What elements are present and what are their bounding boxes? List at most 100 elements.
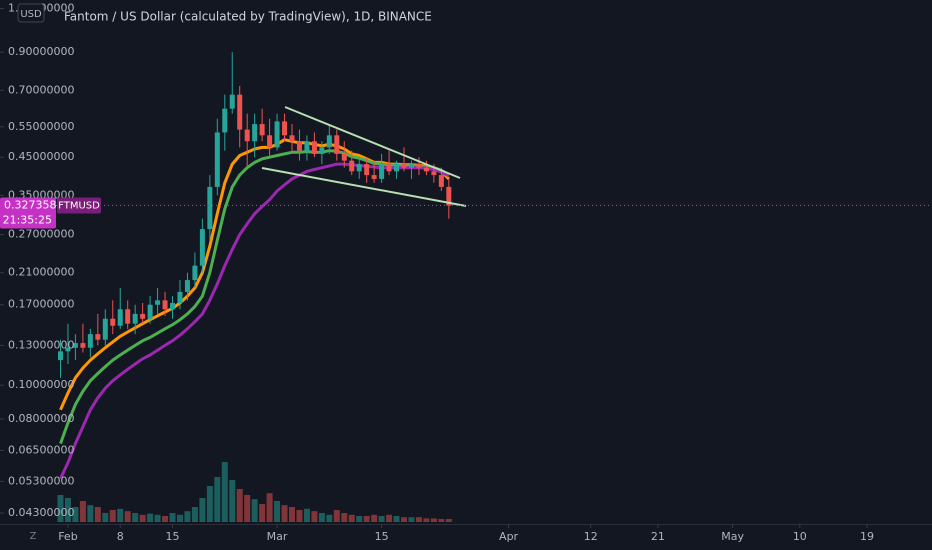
y-tick-label: 0.55000000 [8,120,74,133]
volume-bar [154,514,161,522]
candle-body [207,186,213,230]
candle-body [162,300,168,310]
y-tick-label: 0.04300000 [8,506,74,519]
y-tick-label: 0.17000000 [8,298,74,311]
candle-body [222,108,228,133]
currency-label: USD [20,9,42,20]
last-price-label: 0.32735875 [4,198,70,211]
candle-body [125,309,131,324]
x-tick-label: Feb [58,530,77,543]
volume-bar [251,499,258,522]
candle-body [95,334,101,340]
volume-bar [378,516,385,522]
candle-body [237,94,243,130]
candle-body [326,135,332,148]
candle-body [192,265,198,281]
volume-bar [266,493,273,522]
volume-bar [169,513,176,522]
candle-body [446,186,452,206]
countdown-label: 21:35:25 [3,213,52,226]
candle-body [401,164,407,168]
candle-body [155,300,161,305]
candle-body [311,141,317,154]
candle-body [177,291,183,303]
volume-bar [57,495,64,522]
currency-badge[interactable] [17,3,45,23]
volume-bar [288,507,295,522]
candle-body [102,318,108,340]
candle-body [356,164,362,172]
trend-line [261,167,467,207]
y-tick-label: 0.90000000 [8,45,74,58]
symbol-label: FTMUSD [58,200,100,211]
candle-body [319,147,325,154]
volume-bar [296,510,303,522]
y-tick-label: 0.45000000 [8,150,74,163]
volume-bar [274,501,281,522]
last-price-tag [0,197,56,229]
candle-body [386,164,392,172]
volume-bar [348,514,355,522]
volume-bar [393,516,400,522]
volume-bar [132,513,139,522]
candle-body [282,121,288,136]
volume-bar [87,505,94,522]
candle-body [296,141,302,151]
volume-bar [124,511,131,522]
volume-bar [281,505,288,522]
y-tick-label: 0.13000000 [8,338,74,351]
volume-bar [214,477,221,522]
candle-body [408,164,414,168]
candle-body [80,343,86,348]
volume-bar [386,514,393,522]
volume-bar [72,507,79,522]
volume-bar [79,501,86,522]
volume-bar [438,519,445,522]
candle-body [199,229,205,266]
candle-body [349,160,355,172]
candle-body [431,171,437,176]
volume-bar [94,507,101,522]
y-tick-label: 0.10000000 [8,378,74,391]
volume-bar [259,504,266,522]
candle-body [87,334,93,348]
timezone-button[interactable]: Z [30,531,37,542]
candle-layer [57,52,452,378]
y-tick-label: 0.06500000 [8,443,74,456]
x-tick-label: 12 [584,530,598,543]
candle-body [274,121,280,148]
volume-bar [176,514,183,522]
x-tick-label: Mar [267,530,288,543]
candle-body [364,164,370,176]
volume-bar [408,517,415,522]
candle-body [423,167,429,172]
volume-bar [221,462,228,522]
volume-bar [162,516,169,522]
volume-bar [363,516,370,522]
volume-bar [423,518,430,522]
candle-body [57,351,63,361]
volume-bar [371,514,378,522]
volume-bar [206,486,213,522]
candle-body [110,318,116,326]
volume-bar [356,516,363,522]
candle-body [65,347,71,352]
candle-body [229,94,235,109]
chart-title: Fantom / US Dollar (calculated by Tradin… [64,10,432,24]
y-tick-label: 0.05300000 [8,474,74,487]
volume-bar [401,517,408,522]
candle-body [334,135,340,154]
volume-bar [117,508,124,522]
symbol-tag [57,197,101,214]
candle-body [72,343,78,348]
volume-bar [415,517,422,522]
candle-body [416,164,422,168]
x-tick-label: 19 [860,530,874,543]
x-tick-label: 21 [651,530,665,543]
volume-bar [303,508,310,522]
candle-body [147,304,153,319]
candle-body [244,129,250,142]
x-tick-label: 15 [375,530,389,543]
y-tick-label: 0.70000000 [8,83,74,96]
